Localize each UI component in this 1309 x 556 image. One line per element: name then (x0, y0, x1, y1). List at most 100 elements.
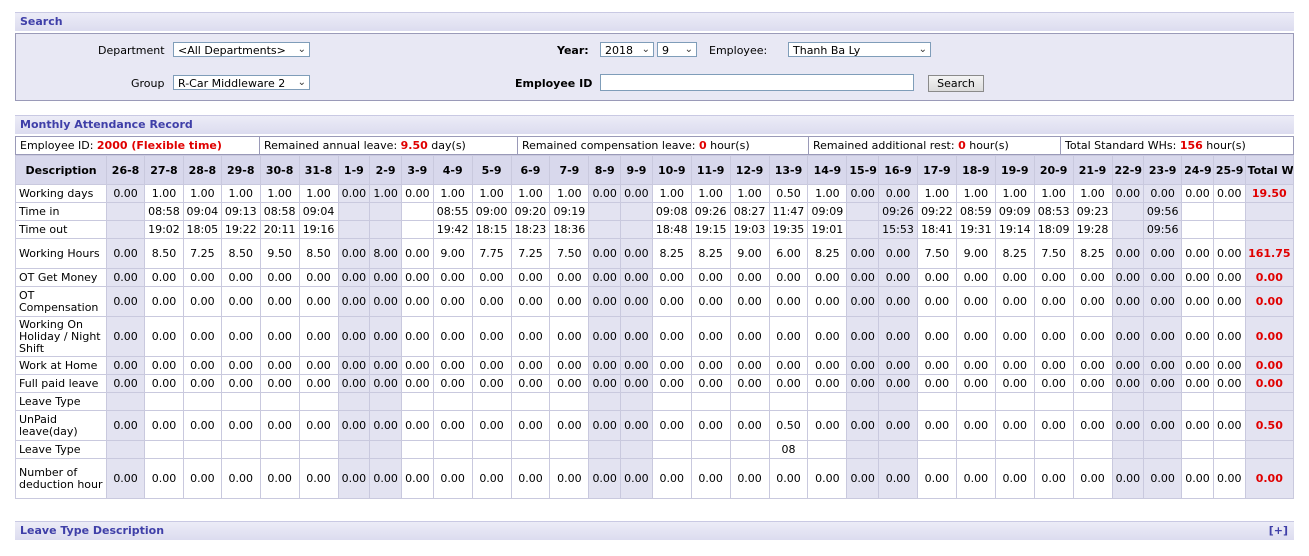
table-cell: 0.00 (259, 374, 300, 393)
table-cell (846, 220, 880, 239)
table-cell: 0.00 (807, 286, 848, 317)
table-cell: 9.00 (432, 238, 473, 269)
row-label: Working days (14, 184, 108, 203)
group-label: Group (131, 77, 165, 90)
table-cell: 0.00 (432, 356, 473, 375)
table-cell (1143, 440, 1183, 459)
row-label: Working On Holiday / Night Shift (14, 316, 108, 357)
table-cell: 0.00 (588, 238, 622, 269)
table-cell: 0.00 (337, 458, 371, 499)
table-cell: 1.00 (729, 184, 770, 203)
table-cell: 0.00 (807, 410, 848, 441)
table-cell: 0.00 (1072, 410, 1113, 441)
employee-id-info: Employee ID: 2000 (Flexible time) (16, 137, 260, 154)
table-cell: 1.00 (471, 184, 512, 203)
table-cell: 8.25 (690, 238, 731, 269)
expand-toggle[interactable]: [+] (1268, 524, 1288, 537)
table-cell: 0.00 (369, 286, 402, 317)
employee-id-input[interactable] (600, 74, 914, 91)
table-cell: 0.00 (588, 374, 622, 393)
table-cell: 0.00 (1181, 268, 1214, 287)
table-cell: 0.00 (337, 356, 371, 375)
table-cell: 0.00 (298, 374, 339, 393)
leave-type-description-header[interactable]: Leave Type Description [+] (15, 521, 1294, 540)
table-cell: 0.00 (182, 316, 222, 357)
employee-select[interactable]: Thanh Ba Ly ⌄ (788, 42, 931, 57)
table-cell (588, 440, 622, 459)
table-cell: 1.00 (259, 184, 300, 203)
table-cell (729, 392, 770, 411)
month-select[interactable]: 9 ⌄ (657, 42, 697, 57)
table-cell: 09:09 (807, 202, 848, 221)
table-cell (729, 440, 770, 459)
table-cell: 9.50 (259, 238, 300, 269)
table-cell: 0.00 (259, 286, 300, 317)
table-row: Working Hours 0.00 8.50 7.25 8.50 9.50 8.50 0.0… (14, 238, 1295, 269)
table-cell: 0.00 (369, 316, 402, 357)
table-cell (1181, 220, 1214, 239)
search-button[interactable]: Search (928, 75, 984, 92)
chevron-down-icon: ⌄ (684, 44, 693, 55)
employee-id-label: Employee ID (515, 77, 593, 90)
table-cell: 0.00 (620, 374, 653, 393)
table-row: Full paid leave 0.00 0.00 0.00 0.00 0.00 0.00 0… (14, 374, 1295, 393)
table-cell: 0.00 (846, 184, 880, 203)
table-cell (510, 440, 551, 459)
table-cell: 0.00 (955, 268, 996, 287)
table-cell: 0.00 (1181, 238, 1214, 269)
table-cell: 0.00 (182, 458, 222, 499)
table-cell: 0.00 (1033, 356, 1074, 375)
table-cell: 7.25 (182, 238, 222, 269)
table-cell: 0.00 (106, 410, 145, 441)
table-cell (1212, 202, 1246, 221)
table-cell: 0.00 (549, 356, 590, 375)
group-select[interactable]: R-Car Middleware 2 ⌄ (173, 75, 310, 90)
table-cell: 0.00 (106, 286, 145, 317)
table-cell: 0.00 (144, 374, 184, 393)
annual-leave-value: 9.50 (400, 139, 428, 152)
table-cell: 1.00 (182, 184, 222, 203)
total-cell: 0.00 (1244, 458, 1295, 499)
table-cell: 0.00 (651, 268, 692, 287)
table-cell: 0.50 (768, 184, 809, 203)
table-cell (690, 392, 731, 411)
date-header: 2-9 (369, 155, 402, 185)
table-cell (337, 440, 371, 459)
table-cell: 0.00 (549, 458, 590, 499)
department-label: Department (98, 44, 165, 57)
department-select[interactable]: <All Departments> ⌄ (173, 42, 310, 57)
table-row: Leave Type (14, 392, 1295, 411)
table-cell: 1.00 (432, 184, 473, 203)
table-cell: 0.00 (878, 184, 918, 203)
table-cell: 8.50 (220, 238, 261, 269)
date-header: 28-8 (182, 155, 222, 185)
table-cell (400, 220, 434, 239)
table-cell: 0.00 (846, 458, 880, 499)
year-select[interactable]: 2018 ⌄ (600, 42, 654, 57)
table-cell: 0.00 (369, 268, 402, 287)
table-cell (369, 392, 402, 411)
table-cell: 0.00 (729, 286, 770, 317)
table-cell: 0.00 (400, 268, 434, 287)
table-cell: 0.00 (1212, 356, 1246, 375)
group-select-value: R-Car Middleware 2 (178, 77, 286, 90)
table-cell: 0.00 (1111, 238, 1145, 269)
table-cell: 0.00 (916, 356, 957, 375)
table-cell: 0.00 (1033, 374, 1074, 393)
description-header: Description (14, 155, 108, 185)
table-cell: 0.00 (337, 238, 371, 269)
date-header: 27-8 (144, 155, 184, 185)
table-cell: 0.00 (955, 374, 996, 393)
table-cell (846, 392, 880, 411)
table-cell: 0.00 (400, 238, 434, 269)
table-cell: 0.00 (729, 316, 770, 357)
date-header: 29-8 (220, 155, 261, 185)
table-cell (620, 220, 653, 239)
table-cell: 0.50 (768, 410, 809, 441)
row-label: Work at Home (14, 356, 108, 375)
table-row: Work at Home 0.00 0.00 0.00 0.00 0.00 0.00 0.00… (14, 356, 1295, 375)
table-cell (807, 392, 848, 411)
table-cell: 0.00 (106, 238, 145, 269)
compensation-leave-info: Remained compensation leave: 0 hour(s) (518, 137, 809, 154)
table-cell: 0.00 (106, 458, 145, 499)
